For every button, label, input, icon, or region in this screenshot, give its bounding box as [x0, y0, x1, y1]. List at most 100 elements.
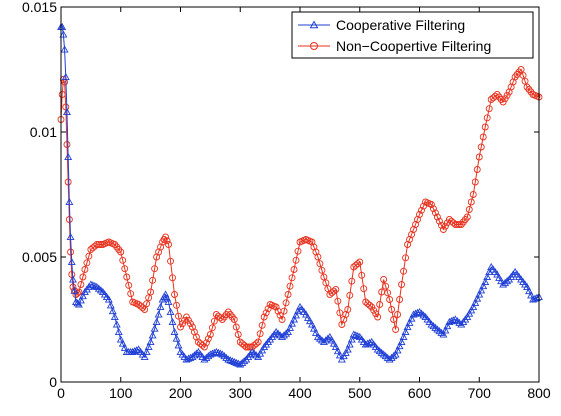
data-point [208, 324, 216, 332]
data-point [168, 317, 177, 326]
data-point [230, 316, 238, 323]
data-point [125, 281, 133, 289]
data-point [465, 206, 473, 213]
data-point [256, 349, 265, 357]
data-point [59, 30, 68, 38]
data-point [183, 313, 190, 321]
data-point [328, 289, 336, 297]
data-point [85, 252, 93, 260]
data-point [62, 103, 70, 111]
data-point [471, 298, 480, 306]
legend: Cooperative Filtering Non−Coopertive Filt… [291, 11, 534, 59]
data-point [292, 256, 300, 264]
data-point [280, 331, 289, 339]
data-point [334, 297, 342, 305]
data-point [314, 253, 322, 261]
x-tick-label: 200 [169, 385, 193, 401]
data-point [349, 330, 358, 338]
data-point [290, 266, 298, 273]
data-point [216, 314, 224, 322]
data-point [525, 287, 534, 295]
data-point [325, 332, 334, 341]
data-point [501, 278, 510, 286]
data-point [232, 358, 241, 366]
data-point [413, 308, 422, 316]
data-point [343, 345, 352, 353]
data-point [276, 311, 284, 319]
data-point [179, 320, 186, 328]
data-point [230, 357, 239, 366]
data-point [172, 334, 181, 342]
data-point [332, 286, 340, 293]
data-point [224, 355, 233, 363]
data-point [305, 317, 314, 325]
data-point [309, 324, 318, 332]
data-point [210, 317, 218, 325]
data-point [339, 352, 348, 360]
data-point [68, 271, 76, 278]
data-point [77, 281, 85, 288]
data-point [420, 202, 427, 210]
data-point [286, 323, 295, 331]
data-point [439, 226, 447, 233]
data-point [104, 295, 113, 303]
data-point [254, 352, 263, 361]
data-point [238, 340, 246, 348]
data-point [173, 301, 180, 309]
data-point [445, 216, 453, 223]
data-point [167, 257, 174, 265]
x-tick-label: 700 [468, 385, 492, 401]
data-point [177, 323, 184, 331]
data-point [151, 265, 159, 273]
legend-label: Non−Coopertive Filtering [336, 38, 491, 54]
data-point [365, 338, 374, 346]
data-point [147, 288, 155, 296]
data-point [165, 241, 173, 248]
data-point [391, 350, 400, 358]
data-point [329, 339, 338, 347]
data-point [117, 248, 125, 256]
data-point [479, 133, 487, 141]
x-tick-label: 500 [348, 385, 372, 401]
legend-marker [310, 42, 318, 50]
data-point [327, 336, 336, 344]
data-point [519, 71, 527, 79]
data-point [495, 273, 504, 281]
data-point [499, 98, 507, 106]
data-point [326, 291, 334, 298]
data-point [256, 330, 264, 338]
data-point [479, 282, 488, 290]
data-point [441, 222, 449, 230]
data-point [258, 346, 267, 354]
data-point [449, 316, 458, 324]
data-point [154, 310, 163, 318]
data-point [234, 331, 242, 338]
data-point [282, 329, 291, 337]
data-point [212, 311, 220, 318]
data-point [119, 256, 127, 264]
data-point [399, 332, 408, 341]
data-point [280, 307, 288, 315]
data-point [395, 342, 404, 350]
data-point [294, 247, 302, 255]
data-point [477, 143, 485, 151]
data-point [527, 291, 535, 299]
x-tick-label: 100 [109, 385, 133, 401]
data-point [473, 166, 481, 173]
data-point [374, 313, 382, 321]
data-point [163, 237, 171, 245]
x-tick-label: 800 [527, 385, 551, 401]
data-point [152, 317, 161, 326]
data-point [65, 197, 74, 206]
data-point [252, 340, 260, 348]
data-point [240, 357, 249, 365]
series-cooperative [57, 22, 543, 368]
data-point [264, 305, 272, 313]
data-point [501, 95, 509, 103]
data-point [416, 211, 423, 218]
x-tick-label: 400 [288, 385, 312, 401]
data-point [58, 91, 66, 98]
data-point [139, 304, 147, 312]
data-point [521, 77, 529, 85]
